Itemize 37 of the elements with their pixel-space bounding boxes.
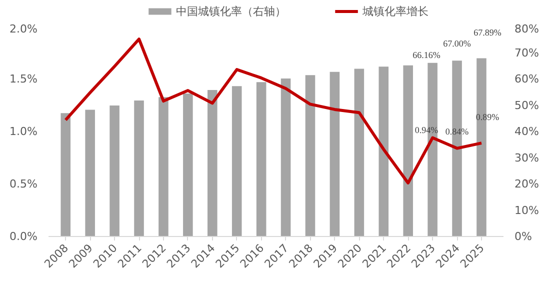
bar — [354, 68, 364, 236]
data-label: 67.00% — [443, 38, 472, 49]
y-tick-label: 1.5% — [10, 72, 38, 86]
bar — [305, 75, 316, 236]
y2-tick-label: 80% — [514, 22, 539, 36]
y2-tick-label: 70% — [514, 46, 539, 60]
bar — [110, 106, 120, 236]
bar — [403, 65, 413, 236]
bar — [330, 72, 340, 236]
bar — [280, 78, 291, 236]
bar — [134, 100, 144, 236]
y2-tick-label: 60% — [514, 72, 539, 86]
bar — [208, 90, 218, 236]
data-label: 66.16% — [412, 50, 441, 60]
bar — [256, 82, 266, 236]
legend-label: 城镇化率增长 — [361, 5, 428, 18]
y2-tick-label: 30% — [514, 151, 539, 164]
bar — [158, 97, 168, 236]
y2-tick-label: 10% — [514, 204, 539, 217]
data-label: 0.89% — [476, 112, 500, 122]
y-tick-label: 1.0% — [10, 125, 38, 138]
bar — [378, 66, 389, 236]
legend-label: 中国城镇化率（右轴） — [176, 5, 286, 18]
bar — [60, 113, 71, 236]
bar — [232, 86, 242, 236]
data-label: 0.84% — [445, 126, 470, 136]
y2-tick-label: 20% — [514, 178, 539, 190]
data-label: 0.94% — [414, 124, 439, 135]
bar — [183, 93, 193, 236]
y-tick-label: 0.5% — [10, 178, 38, 190]
y-tick-label: 2.0% — [10, 22, 38, 36]
y2-tick-label: 50% — [514, 98, 539, 112]
y-tick-label: 0.0% — [10, 230, 38, 243]
data-label: 67.89% — [474, 27, 502, 38]
y2-tick-label: 0% — [514, 230, 532, 243]
bar — [85, 110, 95, 236]
y2-tick-label: 40% — [514, 125, 539, 138]
